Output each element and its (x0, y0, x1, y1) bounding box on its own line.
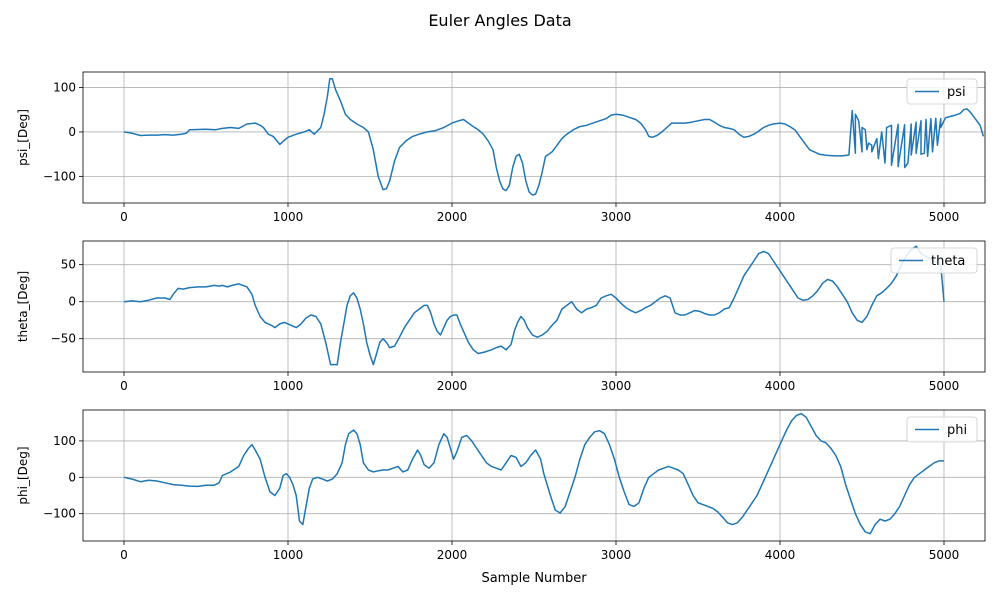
legend: psi (906, 78, 978, 105)
subplot-2: 0 1000 2000 3000 4000 5000 −50 0 50 theta_[Deg] th… (16, 240, 986, 393)
series-line-phi (123, 412, 944, 535)
y-tick-label: 100 (53, 81, 76, 95)
y-tick-label: 100 (53, 434, 76, 448)
x-tick-label: 4000 (765, 548, 796, 562)
legend-label: theta (931, 254, 965, 269)
y-tick-label: 0 (68, 295, 76, 309)
x-tick-label: 3000 (601, 210, 632, 224)
subplots: 0 1000 2000 3000 4000 5000−1000100psi_[Deg]ps… (16, 71, 986, 562)
x-tick-label: 5000 (929, 210, 960, 224)
legend: phi (906, 416, 978, 443)
legend-label: phi (947, 423, 967, 438)
x-tick-label: 0 (120, 379, 128, 393)
x-tick-label: 4000 (765, 379, 796, 393)
subplot-1: 0 1000 2000 3000 4000 5000 −100 0 100 psi_[Deg] ps… (16, 71, 986, 224)
x-tick-label: 2000 (437, 548, 468, 562)
y-tick-label: −50 (51, 332, 76, 346)
y-tick-label: 0 (68, 470, 76, 484)
x-tick-label: 3000 (601, 379, 632, 393)
legend-box (906, 416, 978, 443)
subplot-3: 0 1000 2000 3000 4000 5000 −100 0 100 phi_[Deg] ph… (16, 409, 986, 562)
series-line-theta (123, 245, 945, 366)
y-axis-label: psi_[Deg] (16, 109, 30, 166)
x-tick-label: 0 (120, 548, 128, 562)
legend-label: psi (947, 85, 966, 100)
axes-frame (82, 240, 986, 373)
x-tick-label: 0 (120, 210, 128, 224)
x-tick-label: 3000 (601, 548, 632, 562)
y-tick-label: −100 (43, 507, 76, 521)
y-tick-label: −100 (43, 169, 76, 183)
x-tick-label: 1000 (273, 548, 304, 562)
y-axis-label: theta_[Deg] (16, 271, 30, 342)
x-tick-label: 2000 (437, 210, 468, 224)
y-tick-label: 0 (68, 125, 76, 139)
x-tick-label: 1000 (273, 210, 304, 224)
y-tick-label: 50 (61, 258, 76, 272)
x-tick-label: 5000 (929, 548, 960, 562)
x-tick-label: 2000 (437, 379, 468, 393)
x-tick-label: 4000 (765, 210, 796, 224)
axes-frame (82, 409, 986, 542)
legend-box (890, 247, 978, 274)
x-tick-label: 5000 (929, 379, 960, 393)
y-axis-label: phi_[Deg] (16, 446, 30, 504)
series-line-psi (123, 77, 985, 196)
figure-title: Euler Angles Data (428, 11, 571, 30)
legend: theta (890, 247, 978, 274)
x-axis-label: Sample Number (481, 571, 587, 586)
x-tick-label: 1000 (273, 379, 304, 393)
axes-frame (82, 71, 986, 204)
legend-box (906, 78, 978, 105)
